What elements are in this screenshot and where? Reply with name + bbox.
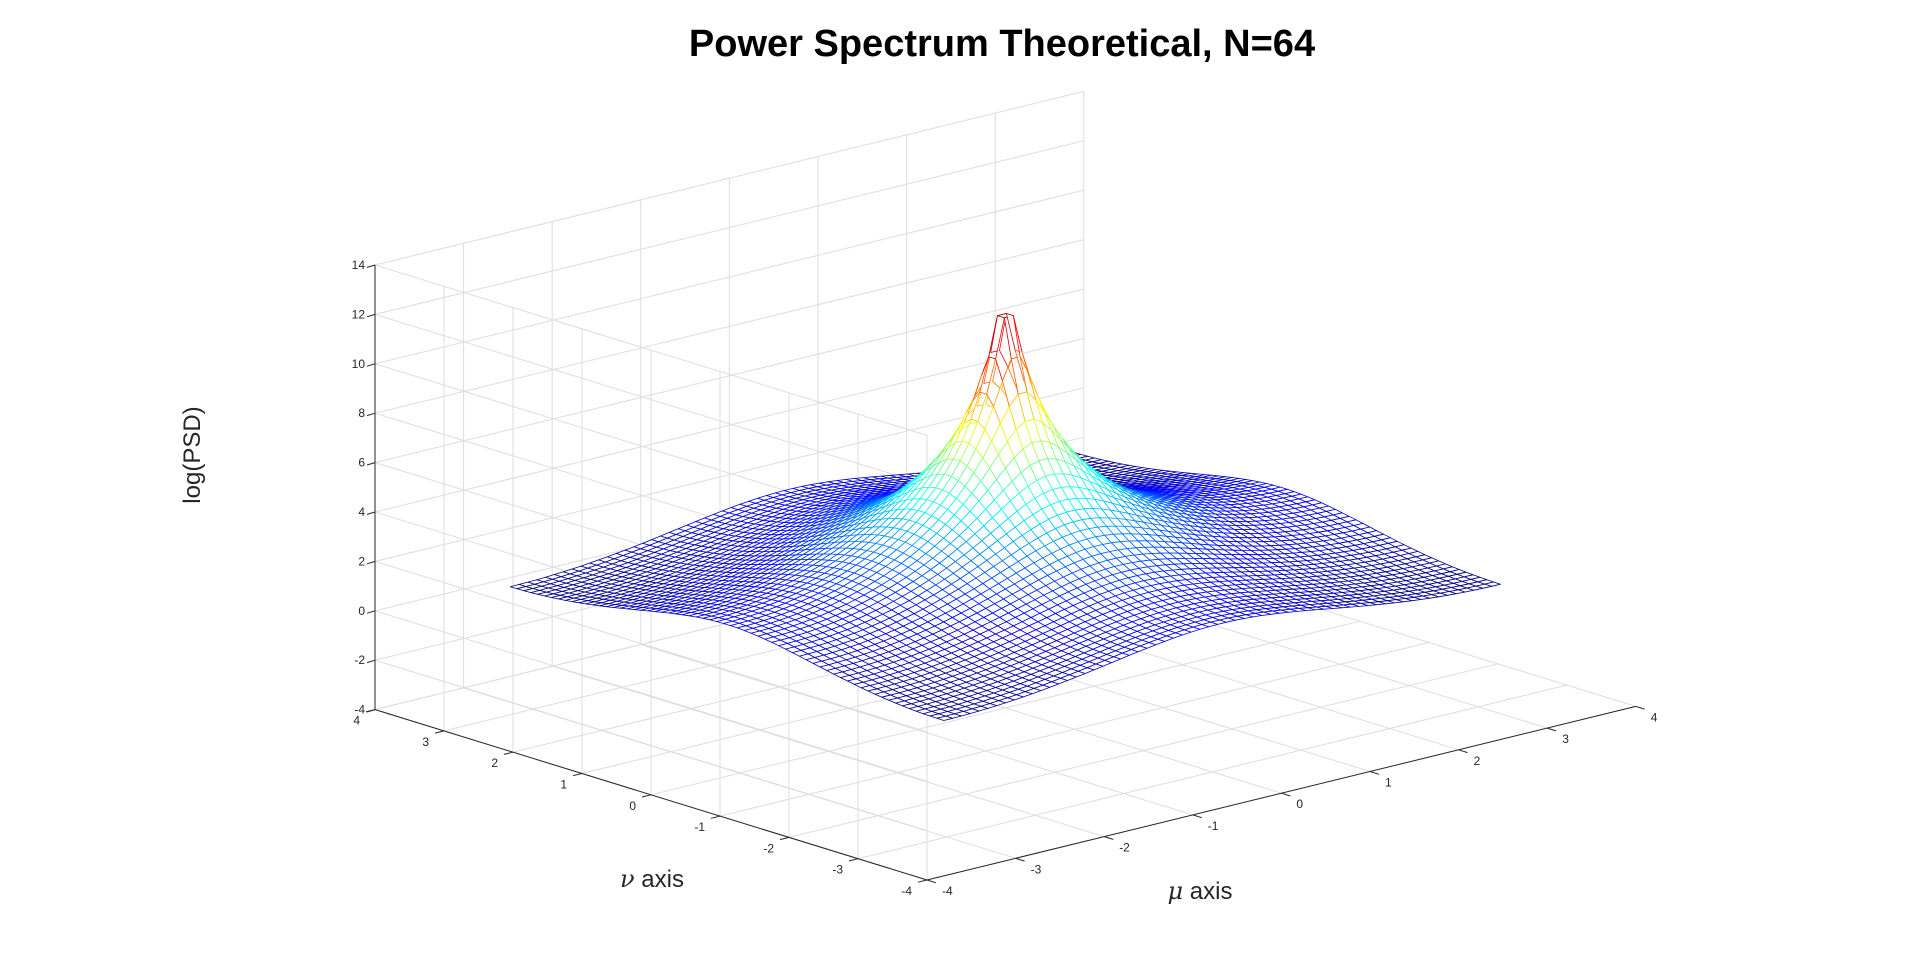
tick-labels: -4-3-2-101234-4-3-2-101234-4-20246810121… <box>352 258 1658 898</box>
x-axis-label: μ axis <box>1168 877 1233 905</box>
wall-grid-line <box>374 140 1084 315</box>
z-tick-label: 6 <box>358 456 365 470</box>
x-tick-mark <box>1104 836 1114 840</box>
y-tick-label: 2 <box>491 756 498 770</box>
z-tick-label: 2 <box>358 554 365 568</box>
wall-grid-line <box>374 659 928 832</box>
x-tick-label: -2 <box>1119 841 1130 855</box>
z-tick-label: -4 <box>354 703 365 717</box>
z-axis-label: log(PSD) <box>179 406 206 503</box>
x-tick-mark <box>1635 705 1645 710</box>
wall-grid-line <box>374 239 1084 414</box>
wall-grid-line <box>374 264 928 436</box>
z-tick-mark <box>366 412 376 417</box>
y-axis-label: ν axis <box>620 865 684 893</box>
y-tick-label: 3 <box>422 735 429 749</box>
x-axis-symbol: μ <box>1168 877 1184 905</box>
z-tick-label: 8 <box>358 406 365 420</box>
chart-title: Power Spectrum Theoretical, N=64 <box>689 23 1315 65</box>
z-tick-mark <box>366 610 376 614</box>
y-axis-text: axis <box>635 866 684 893</box>
x-tick-mark <box>1015 857 1025 862</box>
x-tick-mark <box>1458 749 1468 754</box>
z-tick-mark <box>366 264 376 268</box>
y-tick-mark <box>779 836 790 841</box>
y-tick-mark <box>848 858 859 862</box>
wall-grid-line <box>374 313 928 486</box>
z-tick-mark <box>366 462 376 466</box>
x-tick-label: 1 <box>1385 776 1392 790</box>
x-tick-label: 3 <box>1562 732 1569 746</box>
wall-grid-line <box>374 610 928 782</box>
wall-grid-line <box>374 90 1084 266</box>
x-tick-mark <box>1547 727 1557 732</box>
wall-grid-line <box>374 288 1084 464</box>
x-tick-label: 2 <box>1474 754 1481 768</box>
y-tick-mark <box>710 815 721 819</box>
y-tick-label: 4 <box>353 714 360 728</box>
z-tick-label: 14 <box>352 258 366 272</box>
x-tick-label: 4 <box>1651 710 1658 724</box>
floor-grid-line <box>857 684 1567 860</box>
x-tick-mark <box>1369 771 1380 775</box>
z-tick-mark <box>366 709 376 713</box>
y-tick-label: 1 <box>560 778 567 792</box>
floor-grid-line <box>719 642 1429 817</box>
x-tick-label: -1 <box>1208 819 1219 833</box>
y-tick-mark <box>434 730 445 734</box>
z-tick-mark <box>366 313 376 318</box>
x-axis-text: axis <box>1183 878 1232 905</box>
z-tick-mark <box>366 511 376 515</box>
y-tick-label: -1 <box>694 820 705 834</box>
surface-mesh <box>509 313 1501 721</box>
x-tick-mark <box>926 879 937 884</box>
wall-grid-line <box>374 560 928 733</box>
y-axis-symbol: ν <box>620 865 635 893</box>
wall-grid-line <box>374 189 1084 365</box>
y-tick-mark <box>572 773 583 777</box>
x-tick-label: -4 <box>942 884 953 898</box>
y-tick-label: 0 <box>629 799 636 813</box>
wall-grid-line <box>374 337 1084 513</box>
axes-lines <box>365 264 1645 884</box>
y-tick-mark <box>641 794 652 798</box>
y-tick-mark <box>917 879 928 883</box>
z-tick-mark <box>366 560 376 565</box>
x-tick-label: -3 <box>1031 862 1042 876</box>
y-tick-label: -2 <box>763 841 774 855</box>
z-tick-label: -2 <box>354 653 365 667</box>
y-tick-mark <box>503 751 514 755</box>
x-tick-mark <box>1192 814 1202 819</box>
z-tick-mark <box>366 659 376 664</box>
x-tick-mark <box>1281 792 1291 797</box>
z-tick-mark <box>366 363 376 367</box>
z-tick-label: 10 <box>352 357 366 371</box>
floor-grid-line <box>650 620 1360 796</box>
x-tick-label: 0 <box>1296 797 1303 811</box>
y-tick-label: -3 <box>832 863 843 877</box>
y-tick-label: -4 <box>901 884 912 898</box>
z-tick-label: 0 <box>358 604 365 618</box>
z-tick-label: 12 <box>352 307 366 321</box>
z-tick-label: 4 <box>358 505 365 519</box>
floor-grid-line <box>788 663 1498 838</box>
